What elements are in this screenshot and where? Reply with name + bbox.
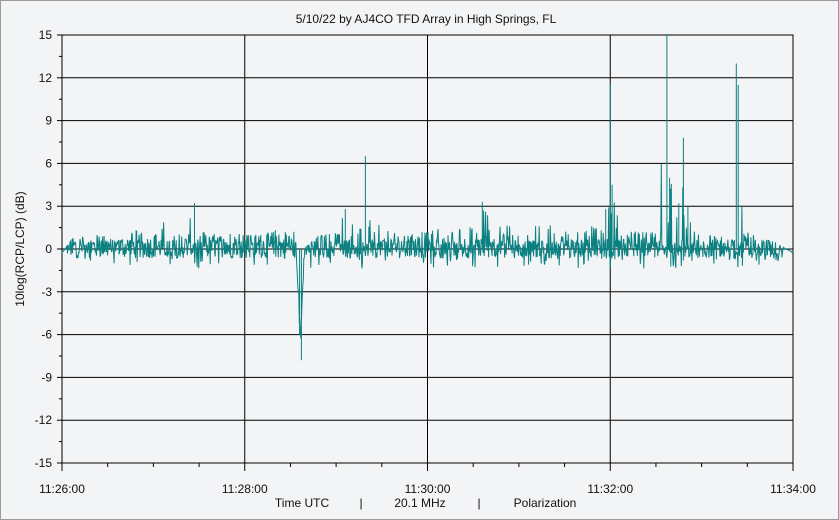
- y-tick-label: 15: [39, 28, 53, 42]
- axis-ticks: [57, 34, 794, 471]
- y-tick-label: -3: [41, 285, 52, 299]
- x-axis-label-time: Time UTC: [275, 496, 330, 510]
- y-tick-label: -15: [35, 456, 53, 470]
- chart-title: 5/10/22 by AJ4CO TFD Array in High Sprin…: [296, 12, 557, 26]
- y-tick-label: 12: [39, 71, 53, 85]
- axis-labels: 15 12 9 6 3 0 -3 -6 -9 -12 -15 11:26:00 11:28:00 11:3…: [35, 28, 817, 496]
- y-tick-label: -9: [41, 370, 52, 384]
- x-tick-label: 11:32:00: [587, 482, 633, 496]
- series-layer: [61, 35, 794, 361]
- y-axis-label: 10log(RCP/LCP) (dB): [13, 191, 27, 306]
- x-tick-label: 11:28:00: [222, 482, 268, 496]
- x-tick-label: 11:34:00: [770, 482, 816, 496]
- x-axis-label-separator: |: [477, 496, 480, 510]
- y-tick-label: -12: [35, 413, 53, 427]
- y-tick-label: 3: [45, 199, 52, 213]
- y-tick-label: 0: [45, 242, 52, 256]
- y-tick-label: -6: [41, 328, 52, 342]
- x-axis-label-mode: Polarization: [514, 496, 577, 510]
- y-tick-label: 9: [45, 114, 52, 128]
- x-tick-label: 11:26:00: [39, 482, 85, 496]
- x-axis-label-frequency: 20.1 MHz: [394, 496, 445, 510]
- x-axis-label-separator: |: [359, 496, 362, 510]
- x-tick-label: 11:30:00: [405, 482, 451, 496]
- series-line: [61, 35, 794, 361]
- y-tick-label: 6: [45, 156, 52, 170]
